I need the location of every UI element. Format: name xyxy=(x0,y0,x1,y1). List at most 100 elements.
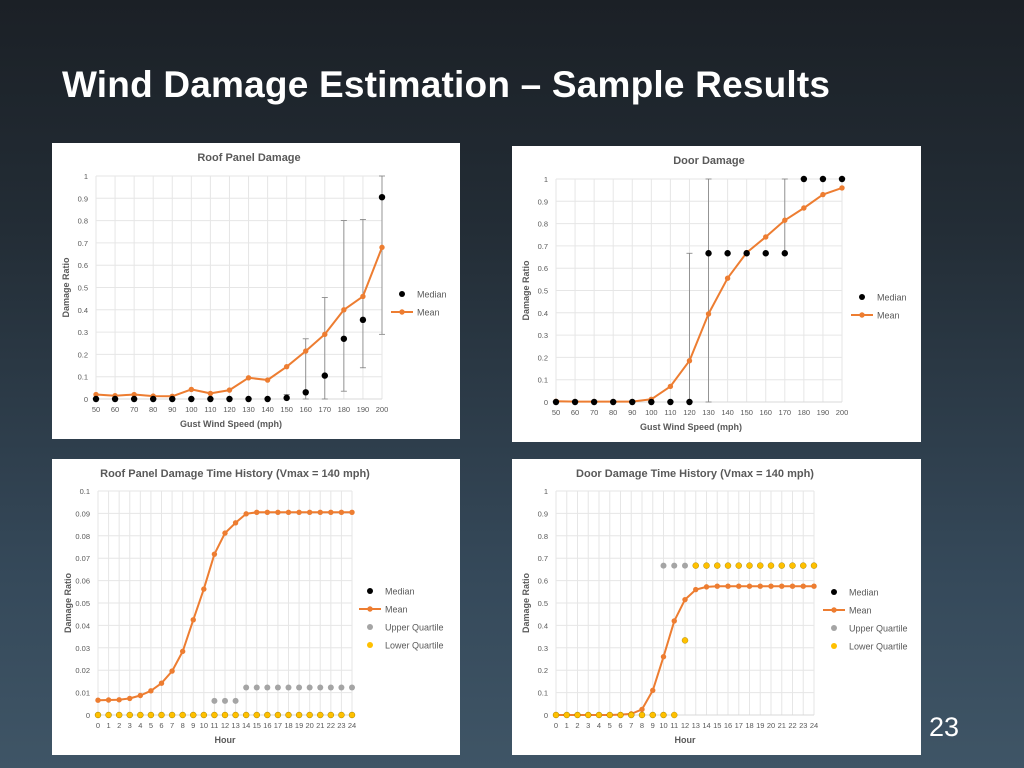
mean-point xyxy=(660,654,667,660)
x-tick-label: 9 xyxy=(191,721,195,730)
mean-point xyxy=(211,551,218,557)
lower-quartile-point xyxy=(767,562,775,569)
mean-point xyxy=(820,191,826,198)
legend-mean-marker xyxy=(859,312,865,318)
y-tick-label: 0.5 xyxy=(78,284,88,293)
chart-title: Roof Panel Damage Time History (Vmax = 1… xyxy=(100,468,370,480)
mean-point xyxy=(671,618,677,624)
lower-quartile-point xyxy=(190,711,197,719)
x-tick-label: 22 xyxy=(327,721,335,730)
mean-point xyxy=(207,390,214,397)
mean-point xyxy=(232,520,239,526)
mean-point xyxy=(328,509,334,515)
x-tick-label: 21 xyxy=(316,721,324,730)
y-tick-label: 1 xyxy=(544,487,548,496)
upper-quartile-point xyxy=(349,684,355,691)
mean-point xyxy=(349,509,355,515)
x-tick-label: 18 xyxy=(745,721,753,730)
mean-point xyxy=(226,387,233,393)
upper-quartile-point xyxy=(211,697,218,704)
x-tick-label: 12 xyxy=(221,721,229,730)
mean-point xyxy=(714,583,720,589)
x-tick-label: 110 xyxy=(664,408,676,417)
upper-quartile-point xyxy=(243,684,250,691)
x-tick-label: 140 xyxy=(721,408,734,417)
x-tick-label: 60 xyxy=(571,408,579,417)
mean-point xyxy=(682,596,688,603)
lower-quartile-point xyxy=(179,711,186,719)
x-tick-label: 10 xyxy=(659,721,667,730)
legend-median-marker xyxy=(859,294,865,300)
lower-quartile-point xyxy=(649,711,656,719)
y-tick-label: 0.4 xyxy=(538,309,548,318)
mean-point xyxy=(148,688,154,694)
y-axis-label: Damage Ratio xyxy=(61,257,71,318)
median-point xyxy=(264,395,271,403)
lower-quartile-point xyxy=(327,711,335,719)
lower-quartile-point xyxy=(348,711,356,719)
mean-point xyxy=(360,293,366,300)
x-tick-label: 110 xyxy=(204,405,216,414)
lower-quartile-point xyxy=(168,711,176,719)
x-tick-label: 180 xyxy=(798,408,811,417)
x-tick-label: 15 xyxy=(253,721,261,730)
lower-quartile-point xyxy=(338,711,345,719)
mean-point xyxy=(93,391,99,398)
upper-quartile-point xyxy=(296,684,303,691)
x-tick-label: 4 xyxy=(597,721,601,730)
legend-upper-quartile-marker xyxy=(831,625,837,631)
lower-quartile-point xyxy=(585,711,592,719)
x-tick-label: 19 xyxy=(756,721,764,730)
y-tick-label: 0.05 xyxy=(75,599,90,608)
x-tick-label: 150 xyxy=(740,408,753,417)
upper-quartile-point xyxy=(264,684,271,691)
x-tick-label: 19 xyxy=(295,721,303,730)
y-tick-label: 1 xyxy=(544,175,548,184)
lower-quartile-point xyxy=(800,562,807,569)
x-tick-label: 130 xyxy=(242,405,255,414)
y-tick-label: 0.4 xyxy=(538,621,548,630)
y-tick-label: 0.6 xyxy=(538,577,548,586)
y-tick-label: 0.7 xyxy=(78,239,88,248)
y-tick-label: 0.3 xyxy=(538,644,548,653)
median-point xyxy=(800,175,808,183)
mean-point xyxy=(705,311,712,317)
roof-panel-time-history-svg: Roof Panel Damage Time History (Vmax = 1… xyxy=(63,468,444,745)
x-tick-label: 130 xyxy=(702,408,715,417)
lower-quartile-point xyxy=(274,711,282,719)
mean-point xyxy=(264,377,271,383)
lower-quartile-point xyxy=(158,711,165,719)
median-point xyxy=(169,395,176,403)
lower-quartile-point xyxy=(638,711,646,719)
x-tick-label: 2 xyxy=(117,721,121,730)
x-tick-label: 1 xyxy=(565,721,569,730)
median-point xyxy=(705,250,712,257)
x-tick-label: 140 xyxy=(261,405,274,414)
x-tick-label: 15 xyxy=(713,721,721,730)
x-tick-label: 60 xyxy=(111,405,119,414)
legend-median-label: Median xyxy=(417,290,447,300)
x-tick-label: 90 xyxy=(628,408,636,417)
lower-quartile-point xyxy=(778,562,785,569)
lower-quartile-point xyxy=(724,562,732,569)
y-tick-label: 0.2 xyxy=(538,353,548,362)
x-tick-label: 8 xyxy=(181,721,185,730)
y-tick-label: 0 xyxy=(544,711,548,720)
median-point xyxy=(838,175,846,183)
median-point xyxy=(667,398,674,406)
mean-point xyxy=(341,307,347,313)
x-axis-label: Gust Wind Speed (mph) xyxy=(180,419,282,429)
mean-point xyxy=(789,583,796,589)
median-point xyxy=(150,395,157,403)
y-tick-label: 0.9 xyxy=(78,194,88,203)
legend-median-label: Median xyxy=(877,293,907,303)
x-tick-label: 8 xyxy=(640,721,644,730)
mean-point xyxy=(763,234,769,240)
lower-quartile-point xyxy=(681,637,689,644)
legend-lower-quartile-label: Lower Quartile xyxy=(849,642,908,652)
x-tick-label: 10 xyxy=(200,721,208,730)
x-tick-label: 80 xyxy=(149,405,157,414)
lower-quartile-point xyxy=(703,562,710,569)
median-point xyxy=(111,395,119,403)
x-tick-label: 50 xyxy=(92,405,100,414)
